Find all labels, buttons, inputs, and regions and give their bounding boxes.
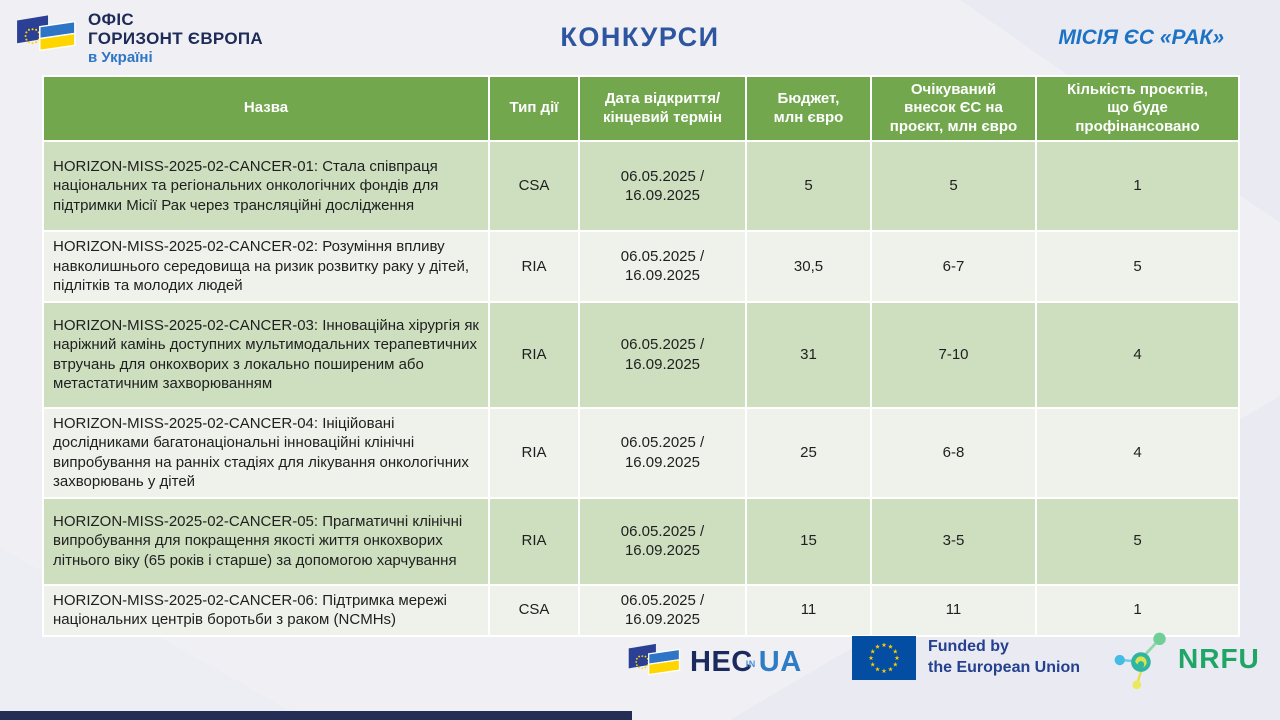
calls-table-wrapper: Назва Тип дії Дата відкриття/ кінцевий т… [42, 75, 1240, 637]
heinua-he: HE [690, 645, 732, 678]
page-title: КОНКУРСИ [560, 22, 720, 52]
nrfu-logo: NRFU [1112, 628, 1260, 690]
table-row: HORIZON-MISS-2025-02-CANCER-01: Стала сп… [42, 140, 1240, 232]
heinua-in: IN [745, 659, 756, 669]
projects-count-cell: 4 [1035, 406, 1240, 499]
horizon-europe-office-logo: ОФІС ГОРИЗОНТ ЄВРОПА в Україні [14, 6, 263, 67]
table-row: HORIZON-MISS-2025-02-CANCER-02: Розумінн… [42, 230, 1240, 303]
column-header-budget: Бюджет, млн євро [745, 75, 872, 142]
action-type-cell: RIA [488, 300, 580, 409]
mission-title: МІСІЯ ЄС «РАК» [1058, 26, 1224, 49]
calls-table: Назва Тип дії Дата відкриття/ кінцевий т… [42, 75, 1240, 637]
nrfu-molecule-icon [1114, 632, 1166, 690]
action-type-cell: CSA [488, 140, 580, 232]
bottom-accent-bar [0, 711, 632, 720]
office-logo-text: ОФІС ГОРИЗОНТ ЄВРОПА в Україні [88, 6, 263, 67]
column-header-eu-contribution: Очікуваний внесок ЄС на проєкт, млн євро [870, 75, 1037, 142]
funded-by-eu-logo: Funded by the European Union [852, 636, 1080, 680]
table-header-row: Назва Тип дії Дата відкриття/ кінцевий т… [42, 75, 1240, 142]
column-header-projects-count: Кількість проєктів, що буде профінансова… [1035, 75, 1240, 142]
date-cell: 06.05.2025 / 16.09.2025 [578, 583, 747, 637]
funded-by-text: Funded by the European Union [928, 637, 1080, 679]
budget-cell: 31 [745, 300, 872, 409]
budget-cell: 25 [745, 406, 872, 499]
projects-count-cell: 5 [1035, 496, 1240, 586]
budget-cell: 11 [745, 583, 872, 637]
table-row: HORIZON-MISS-2025-02-CANCER-03: Інноваці… [42, 300, 1240, 409]
call-name-cell: HORIZON-MISS-2025-02-CANCER-05: Прагмати… [42, 496, 490, 586]
table-header: Назва Тип дії Дата відкриття/ кінцевий т… [42, 75, 1240, 142]
table-row: HORIZON-MISS-2025-02-CANCER-05: Прагмати… [42, 496, 1240, 586]
office-logo-line1: ОФІС [88, 10, 134, 29]
date-cell: 06.05.2025 / 16.09.2025 [578, 300, 747, 409]
budget-cell: 15 [745, 496, 872, 586]
eu-contribution-cell: 6-7 [870, 230, 1037, 303]
table-row: HORIZON-MISS-2025-02-CANCER-06: Підтримк… [42, 583, 1240, 637]
eu-ua-flags-icon [628, 643, 681, 676]
call-name-cell: HORIZON-MISS-2025-02-CANCER-04: Ініційов… [42, 406, 490, 499]
date-cell: 06.05.2025 / 16.09.2025 [578, 230, 747, 303]
call-name-cell: HORIZON-MISS-2025-02-CANCER-06: Підтримк… [42, 583, 490, 637]
date-cell: 06.05.2025 / 16.09.2025 [578, 406, 747, 499]
heinua-logo: HE C IN UA [626, 640, 802, 684]
eu-contribution-cell: 7-10 [870, 300, 1037, 409]
budget-cell: 5 [745, 140, 872, 232]
budget-cell: 30,5 [745, 230, 872, 303]
nrfu-logo-text: NRFU [1178, 643, 1260, 674]
column-header-name: Назва [42, 75, 490, 142]
heinua-logo-text: HE C IN UA [690, 646, 802, 679]
call-name-cell: HORIZON-MISS-2025-02-CANCER-02: Розумінн… [42, 230, 490, 303]
funded-by-line1: Funded by [928, 638, 1009, 656]
action-type-cell: CSA [488, 583, 580, 637]
date-cell: 06.05.2025 / 16.09.2025 [578, 496, 747, 586]
eu-contribution-cell: 6-8 [870, 406, 1037, 499]
projects-count-cell: 1 [1035, 583, 1240, 637]
heinua-c: C [731, 645, 753, 678]
call-name-cell: HORIZON-MISS-2025-02-CANCER-01: Стала сп… [42, 140, 490, 232]
call-name-cell: HORIZON-MISS-2025-02-CANCER-03: Інноваці… [42, 300, 490, 409]
projects-count-cell: 5 [1035, 230, 1240, 303]
office-logo-line3: в Україні [88, 49, 153, 67]
office-logo-line2: ГОРИЗОНТ ЄВРОПА [88, 29, 263, 49]
table-body: HORIZON-MISS-2025-02-CANCER-01: Стала сп… [42, 140, 1240, 637]
action-type-cell: RIA [488, 230, 580, 303]
projects-count-cell: 4 [1035, 300, 1240, 409]
table-row: HORIZON-MISS-2025-02-CANCER-04: Ініційов… [42, 406, 1240, 499]
column-header-dates: Дата відкриття/ кінцевий термін [578, 75, 747, 142]
date-cell: 06.05.2025 / 16.09.2025 [578, 140, 747, 232]
eu-contribution-cell: 3-5 [870, 496, 1037, 586]
column-header-action-type: Тип дії [488, 75, 580, 142]
eu-ua-flags-icon [17, 15, 76, 52]
projects-count-cell: 1 [1035, 140, 1240, 232]
action-type-cell: RIA [488, 496, 580, 586]
heinua-ua: UA [758, 645, 802, 678]
action-type-cell: RIA [488, 406, 580, 499]
funded-by-line2: the European Union [928, 659, 1080, 676]
eu-contribution-cell: 5 [870, 140, 1037, 232]
eu-contribution-cell: 11 [870, 583, 1037, 637]
eu-flag-icon [852, 636, 916, 680]
